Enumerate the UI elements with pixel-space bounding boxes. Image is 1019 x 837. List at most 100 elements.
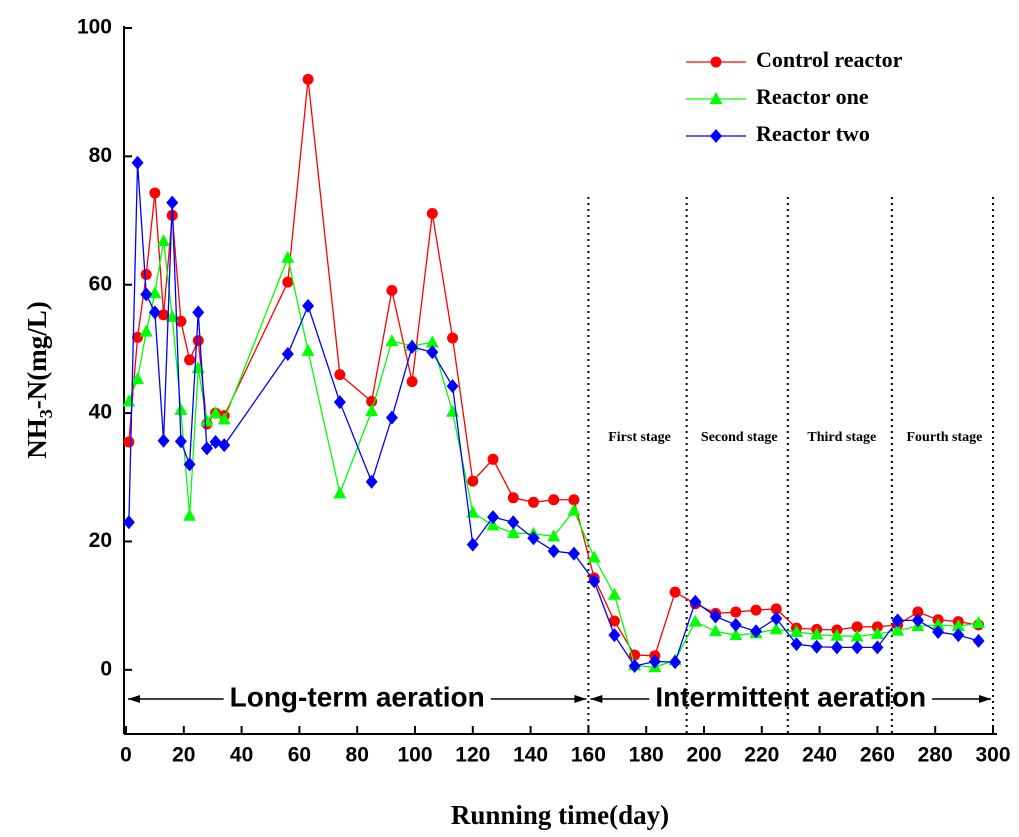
data-point <box>709 609 722 624</box>
data-point <box>218 438 231 453</box>
x-tick-label: 160 <box>571 744 606 767</box>
data-point <box>183 508 197 521</box>
data-point <box>217 412 231 425</box>
y-tick-label: 0 <box>100 657 112 680</box>
legend-label: Reactor one <box>756 84 869 109</box>
data-point <box>527 496 539 508</box>
x-tick-label: 220 <box>744 744 779 767</box>
data-point <box>587 550 601 563</box>
data-point <box>750 604 762 616</box>
data-point <box>366 396 378 408</box>
x-tick-label: 60 <box>288 744 311 767</box>
data-point <box>487 453 499 465</box>
data-point <box>608 628 621 643</box>
series-line <box>128 79 979 657</box>
data-point <box>447 332 459 344</box>
data-point <box>607 587 621 600</box>
data-point <box>365 474 378 489</box>
data-point <box>426 345 439 360</box>
data-point <box>200 441 213 456</box>
data-point <box>790 637 803 652</box>
data-point <box>729 617 742 632</box>
x-tick-label: 80 <box>346 744 369 767</box>
data-point <box>951 619 965 632</box>
x-axis-title: Running time(day) <box>451 800 669 830</box>
data-point <box>486 518 500 531</box>
stage-label: Third stage <box>807 430 876 445</box>
x-tick-label: 40 <box>230 744 253 767</box>
data-point <box>830 640 843 655</box>
data-point <box>281 347 294 362</box>
data-point <box>588 574 601 589</box>
data-point <box>810 639 823 654</box>
data-point <box>568 494 580 506</box>
data-point <box>669 586 681 598</box>
data-point <box>507 515 520 530</box>
y-tick-label: 20 <box>89 529 112 552</box>
data-point <box>729 628 743 641</box>
data-point <box>648 654 661 669</box>
series-line <box>128 240 979 668</box>
stage-label: Fourth stage <box>907 430 983 445</box>
data-point <box>608 615 620 627</box>
x-tick-label: 260 <box>860 744 895 767</box>
data-point <box>123 436 135 448</box>
data-point <box>386 285 398 297</box>
data-point <box>891 623 905 636</box>
data-point <box>406 376 418 388</box>
data-point <box>912 606 924 618</box>
x-tick-label: 20 <box>172 744 195 767</box>
data-point <box>333 395 346 410</box>
data-point <box>567 503 581 516</box>
period-label: Intermittent aeration <box>655 681 926 712</box>
x-tick-label: 100 <box>397 744 432 767</box>
x-tick-label: 180 <box>629 744 664 767</box>
arrow-head <box>128 695 140 703</box>
data-point <box>157 234 171 247</box>
data-point <box>567 546 580 561</box>
stage-label: First stage <box>608 430 671 445</box>
data-point <box>770 611 783 626</box>
y-tick-label: 100 <box>77 16 112 39</box>
data-point <box>174 434 187 449</box>
data-point <box>166 195 179 210</box>
data-point <box>385 334 399 347</box>
data-point <box>131 372 145 385</box>
data-point <box>911 613 924 628</box>
data-point <box>122 515 135 530</box>
data-point <box>446 379 459 394</box>
x-tick-label: 200 <box>686 744 721 767</box>
data-point <box>547 529 561 542</box>
data-point <box>750 624 763 639</box>
data-point <box>149 187 161 199</box>
data-point <box>184 354 196 366</box>
arrow-head <box>574 695 587 703</box>
y-axis-title-rest: -N(mg/L) <box>22 301 52 409</box>
data-point <box>385 410 398 425</box>
data-point <box>547 544 560 559</box>
data-point <box>426 207 438 219</box>
stage-label: Second stage <box>701 430 778 445</box>
x-tick-label: 120 <box>455 744 490 767</box>
data-point <box>466 537 479 552</box>
arrow-head <box>590 695 603 703</box>
data-point <box>932 624 945 639</box>
data-point <box>365 404 379 417</box>
data-point <box>972 615 986 628</box>
data-point <box>669 655 682 670</box>
data-point <box>200 414 214 427</box>
data-point <box>281 250 295 263</box>
data-point <box>425 335 439 348</box>
x-tick-label: 0 <box>120 744 132 767</box>
x-tick-label: 280 <box>918 744 953 767</box>
data-point <box>931 617 945 630</box>
data-point <box>302 298 315 313</box>
data-point <box>709 624 723 637</box>
data-point <box>689 594 702 609</box>
data-point <box>850 629 864 642</box>
legend-marker <box>710 56 722 68</box>
y-axis-title-main: NH <box>22 418 52 459</box>
data-point <box>830 628 844 641</box>
period-label: Long-term aeration <box>230 681 485 712</box>
